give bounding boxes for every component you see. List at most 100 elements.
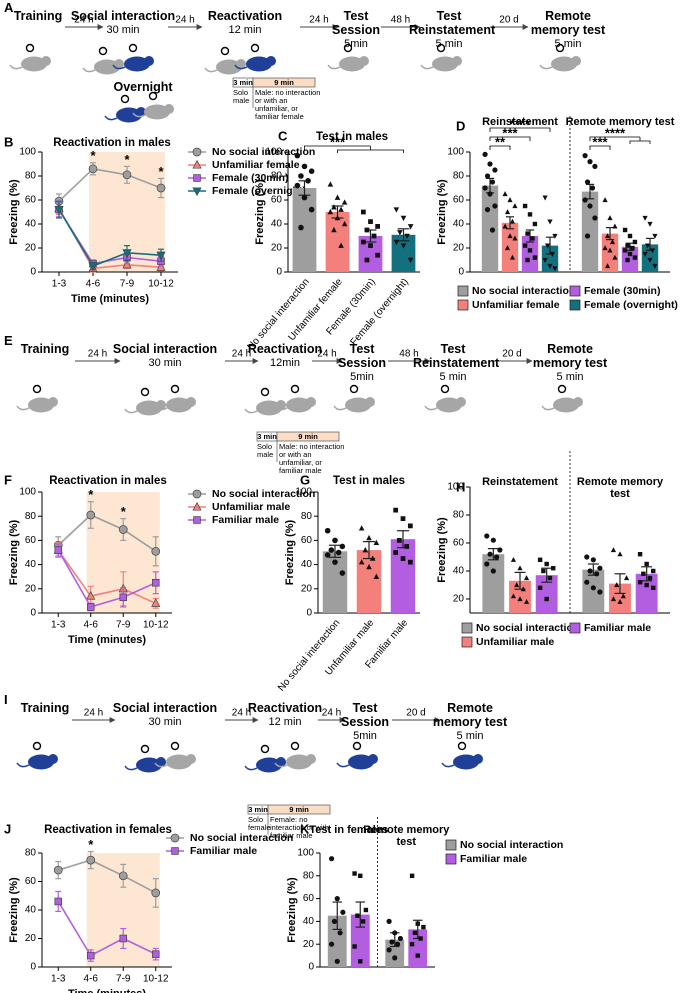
mouse-tail bbox=[104, 115, 118, 121]
sex-symbol bbox=[140, 744, 150, 754]
individual-point bbox=[400, 215, 407, 222]
individual-point bbox=[512, 203, 518, 209]
individual-point bbox=[637, 579, 643, 585]
individual-point bbox=[334, 958, 340, 964]
individual-point bbox=[328, 856, 335, 862]
individual-point bbox=[644, 243, 651, 249]
y-tick-label: 20 bbox=[453, 594, 465, 605]
step-duration: 5min bbox=[353, 729, 377, 742]
step-duration: 12 min bbox=[228, 23, 262, 36]
individual-point bbox=[544, 243, 551, 249]
y-tick-label: 100 bbox=[265, 147, 282, 158]
bar bbox=[292, 188, 317, 272]
legend-label: Familiar male bbox=[190, 845, 257, 857]
individual-point bbox=[375, 224, 381, 229]
individual-point bbox=[652, 233, 658, 239]
individual-point bbox=[328, 941, 335, 947]
social-time: 9 min bbox=[274, 78, 294, 87]
individual-point bbox=[504, 245, 511, 251]
mouse-head bbox=[365, 397, 375, 407]
individual-point bbox=[337, 930, 343, 936]
interval-label: 24 h bbox=[175, 15, 194, 26]
individual-point bbox=[415, 953, 420, 958]
sub-bracket bbox=[337, 149, 404, 153]
individual-point bbox=[525, 257, 530, 263]
individual-point bbox=[392, 930, 398, 936]
legend-marker bbox=[192, 147, 202, 157]
individual-point bbox=[360, 919, 366, 924]
individual-point bbox=[544, 596, 549, 602]
mouse-tail bbox=[336, 762, 350, 768]
individual-point bbox=[527, 212, 533, 217]
individual-point bbox=[352, 944, 357, 949]
data-point bbox=[86, 510, 96, 520]
mouse-tail bbox=[204, 67, 218, 73]
mouse-head bbox=[571, 56, 581, 66]
individual-point bbox=[609, 239, 616, 245]
data-point bbox=[88, 262, 98, 272]
individual-point bbox=[625, 243, 630, 248]
individual-point bbox=[532, 221, 538, 227]
social-time: 9 min bbox=[298, 432, 318, 441]
individual-point bbox=[522, 243, 528, 248]
individual-point bbox=[612, 254, 618, 260]
legend-marker bbox=[192, 501, 202, 511]
series-line bbox=[58, 167, 162, 202]
data-point bbox=[54, 206, 64, 215]
individual-point bbox=[404, 544, 410, 549]
legend-swatch bbox=[569, 299, 581, 311]
individual-point bbox=[305, 178, 311, 184]
mouse-head bbox=[368, 754, 378, 764]
mouse-body bbox=[432, 56, 458, 72]
mouse-tail bbox=[154, 762, 168, 768]
individual-point bbox=[589, 185, 596, 191]
individual-point bbox=[584, 579, 590, 585]
individual-point bbox=[552, 266, 558, 272]
panel-letter: F bbox=[4, 472, 12, 487]
legend-marker bbox=[192, 187, 202, 197]
individual-point bbox=[396, 538, 402, 543]
mouse-tail bbox=[244, 408, 258, 414]
individual-point bbox=[552, 233, 558, 239]
social-label: Female: no interaction or with familiar … bbox=[270, 815, 329, 840]
mouse-body bbox=[21, 56, 47, 72]
legend-label: Familiar male bbox=[212, 514, 279, 526]
bracket bbox=[489, 145, 511, 150]
individual-point bbox=[525, 231, 530, 236]
individual-point bbox=[363, 907, 369, 913]
individual-point bbox=[584, 233, 591, 239]
individual-point bbox=[582, 197, 588, 203]
mouse-head bbox=[473, 754, 483, 764]
individual-point bbox=[294, 152, 301, 159]
y-tick-label: 80 bbox=[25, 171, 37, 182]
sex-symbol bbox=[32, 384, 42, 394]
individual-point bbox=[400, 243, 407, 249]
significance: * bbox=[124, 152, 130, 167]
individual-point bbox=[642, 215, 648, 221]
sex-symbol bbox=[220, 46, 230, 56]
step-label: Training bbox=[13, 9, 63, 23]
group-label: Reinstatement bbox=[482, 116, 558, 128]
individual-point bbox=[418, 936, 423, 941]
interval-label: 24 h bbox=[309, 15, 328, 26]
bar bbox=[482, 554, 505, 613]
significance: **** bbox=[510, 116, 531, 131]
mouse-tail bbox=[16, 762, 30, 768]
x-tick-label: 10-12 bbox=[143, 620, 169, 631]
individual-point bbox=[551, 565, 556, 571]
sex-symbol bbox=[98, 46, 108, 56]
x-tick-label: 4-6 bbox=[84, 974, 99, 985]
sex-symbol bbox=[290, 384, 300, 394]
individual-point bbox=[301, 194, 308, 201]
x-tick-label: Female (overnight) bbox=[348, 277, 410, 348]
x-axis-label: Time (minutes) bbox=[68, 634, 146, 646]
individual-point bbox=[587, 159, 593, 165]
individual-point bbox=[502, 223, 508, 229]
individual-point bbox=[358, 959, 363, 964]
y-axis-label: Freezing (%) bbox=[8, 179, 20, 245]
individual-point bbox=[597, 565, 603, 571]
sex-symbol bbox=[343, 43, 353, 53]
mouse-tail bbox=[244, 765, 258, 771]
group-label: Reinstatement bbox=[482, 476, 558, 488]
y-tick-label: 20 bbox=[25, 243, 37, 254]
